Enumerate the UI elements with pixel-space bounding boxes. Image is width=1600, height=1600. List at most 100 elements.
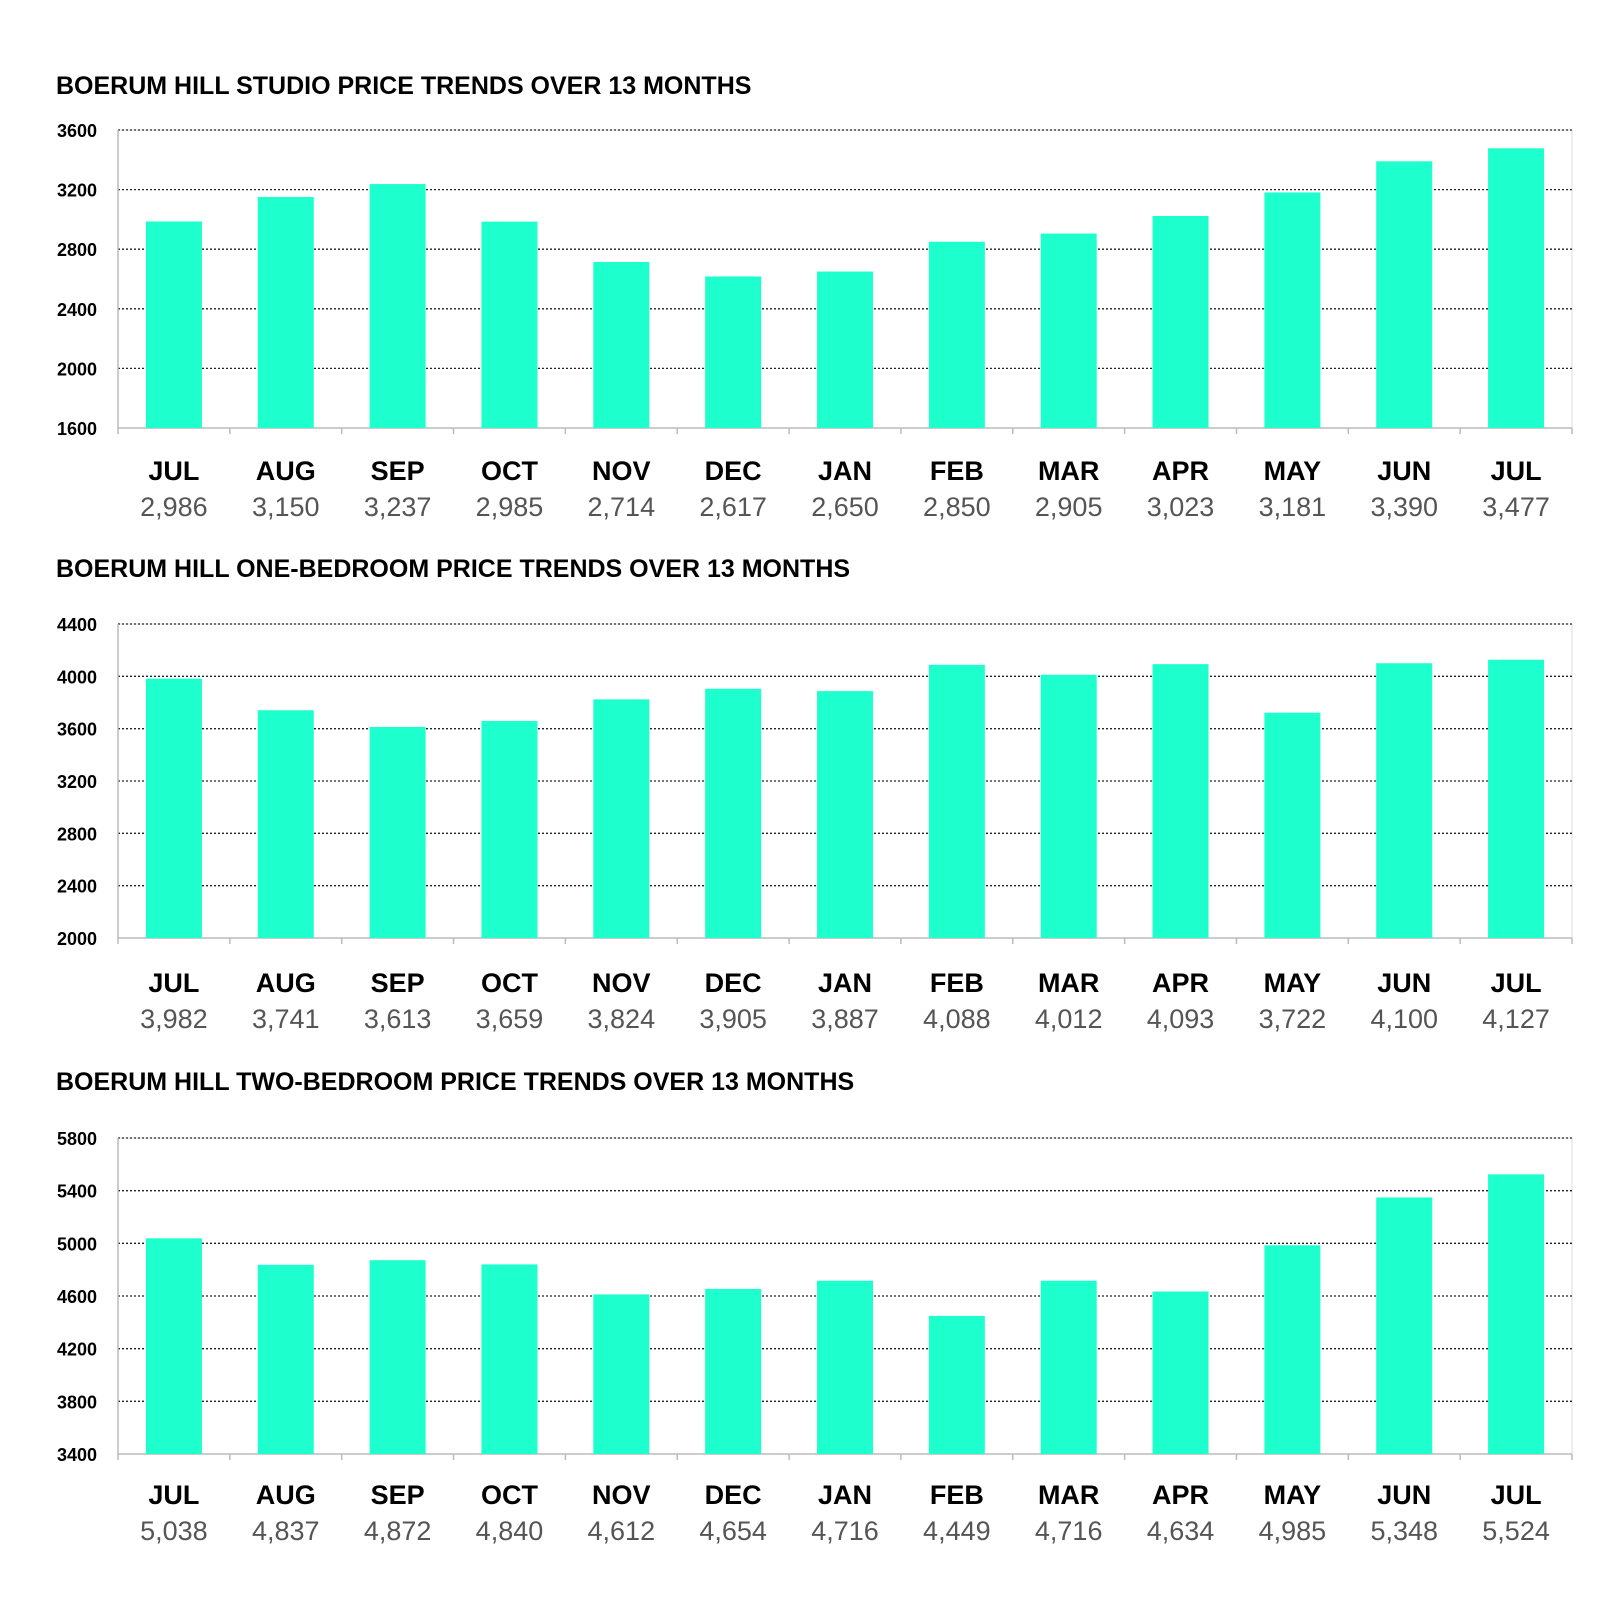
one-bedroom-category-label: NOV bbox=[592, 968, 651, 998]
one-bedroom-bar-may-10 bbox=[1264, 712, 1321, 938]
two-bedroom-value-label: 4,449 bbox=[923, 1516, 991, 1546]
one-bedroom-bar-nov-4 bbox=[593, 699, 650, 938]
two-bedroom-bar-jul-0 bbox=[145, 1238, 202, 1454]
studio-category-label: MAY bbox=[1264, 456, 1322, 486]
studio-category-label: SEP bbox=[371, 456, 425, 486]
studio-bar-nov-4 bbox=[593, 262, 650, 428]
one-bedroom-category-label: JUL bbox=[1491, 968, 1542, 998]
studio-category-label: MAR bbox=[1038, 456, 1100, 486]
two-bedroom-category-label: SEP bbox=[371, 1480, 425, 1510]
one-bedroom-value-label: 3,659 bbox=[476, 1004, 544, 1034]
two-bedroom-value-label: 4,612 bbox=[588, 1516, 656, 1546]
one-bedroom-category-label: DEC bbox=[705, 968, 762, 998]
two-bedroom-y-tick-label: 3800 bbox=[57, 1392, 97, 1412]
two-bedroom-value-label: 4,716 bbox=[1035, 1516, 1103, 1546]
two-bedroom-value-label: 4,634 bbox=[1147, 1516, 1215, 1546]
one-bedroom-chart-title: BOERUM HILL ONE-BEDROOM PRICE TRENDS OVE… bbox=[56, 555, 850, 583]
studio-bar-jul-12 bbox=[1488, 148, 1545, 428]
one-bedroom-value-label: 4,012 bbox=[1035, 1004, 1103, 1034]
one-bedroom-y-tick-label: 4400 bbox=[57, 615, 97, 635]
two-bedroom-y-tick-label: 5800 bbox=[57, 1129, 97, 1149]
one-bedroom-value-label: 4,093 bbox=[1147, 1004, 1215, 1034]
one-bedroom-bar-sep-2 bbox=[369, 726, 426, 938]
one-bedroom-bar-oct-3 bbox=[481, 720, 538, 938]
one-bedroom-bar-jan-6 bbox=[817, 691, 873, 938]
one-bedroom-category-label: MAR bbox=[1038, 968, 1100, 998]
one-bedroom-category-label: FEB bbox=[930, 968, 984, 998]
studio-y-tick-label: 2400 bbox=[57, 300, 97, 320]
one-bedroom-category-label: SEP bbox=[371, 968, 425, 998]
one-bedroom-bar-jul-12 bbox=[1488, 659, 1545, 938]
studio-bar-mar-8 bbox=[1040, 233, 1097, 428]
two-bedroom-category-label: DEC bbox=[705, 1480, 762, 1510]
two-bedroom-value-label: 5,038 bbox=[140, 1516, 208, 1546]
one-bedroom-value-label: 3,905 bbox=[699, 1004, 767, 1034]
studio-chart-title: BOERUM HILL STUDIO PRICE TRENDS OVER 13 … bbox=[56, 72, 751, 100]
one-bedroom-y-tick-label: 2400 bbox=[57, 877, 97, 897]
two-bedroom-value-label: 4,654 bbox=[699, 1516, 767, 1546]
one-bedroom-category-label: OCT bbox=[481, 968, 539, 998]
two-bedroom-value-label: 5,524 bbox=[1482, 1516, 1550, 1546]
two-bedroom-category-label: FEB bbox=[930, 1480, 984, 1510]
one-bedroom-value-label: 3,887 bbox=[811, 1004, 879, 1034]
studio-value-label: 2,986 bbox=[140, 492, 208, 522]
one-bedroom-value-label: 3,722 bbox=[1259, 1004, 1327, 1034]
studio-value-label: 2,985 bbox=[476, 492, 544, 522]
two-bedroom-bar-oct-3 bbox=[481, 1264, 538, 1454]
two-bedroom-category-label: MAY bbox=[1264, 1480, 1322, 1510]
studio-value-label: 2,650 bbox=[811, 492, 879, 522]
two-bedroom-category-label: NOV bbox=[592, 1480, 651, 1510]
two-bedroom-bar-nov-4 bbox=[593, 1294, 650, 1454]
studio-bar-jun-11 bbox=[1376, 161, 1433, 429]
two-bedroom-value-label: 5,348 bbox=[1370, 1516, 1438, 1546]
one-bedroom-y-tick-label: 2800 bbox=[57, 824, 97, 844]
studio-value-label: 2,905 bbox=[1035, 492, 1103, 522]
one-bedroom-category-label: JUL bbox=[148, 968, 199, 998]
one-bedroom-category-label: JUN bbox=[1377, 968, 1431, 998]
two-bedroom-y-tick-label: 5400 bbox=[57, 1182, 97, 1202]
two-bedroom-category-label: APR bbox=[1152, 1480, 1209, 1510]
one-bedroom-bar-jul-0 bbox=[145, 678, 202, 938]
one-bedroom-value-label: 3,824 bbox=[588, 1004, 656, 1034]
studio-bar-dec-5 bbox=[705, 276, 762, 428]
one-bedroom-value-label: 3,982 bbox=[140, 1004, 208, 1034]
studio-value-label: 3,023 bbox=[1147, 492, 1215, 522]
one-bedroom-y-tick-label: 3200 bbox=[57, 772, 97, 792]
studio-value-label: 3,237 bbox=[364, 492, 432, 522]
two-bedroom-bar-jan-6 bbox=[817, 1280, 873, 1454]
studio-value-label: 2,714 bbox=[588, 492, 656, 522]
studio-value-label: 3,477 bbox=[1482, 492, 1550, 522]
studio-y-tick-label: 2000 bbox=[57, 359, 97, 379]
two-bedroom-category-label: MAR bbox=[1038, 1480, 1100, 1510]
one-bedroom-value-label: 3,741 bbox=[252, 1004, 320, 1034]
two-bedroom-bar-aug-1 bbox=[257, 1264, 314, 1454]
two-bedroom-bar-mar-8 bbox=[1040, 1280, 1097, 1454]
two-bedroom-value-label: 4,985 bbox=[1259, 1516, 1327, 1546]
one-bedroom-bar-mar-8 bbox=[1040, 674, 1097, 938]
two-bedroom-category-label: OCT bbox=[481, 1480, 539, 1510]
studio-value-label: 2,850 bbox=[923, 492, 991, 522]
two-bedroom-value-label: 4,837 bbox=[252, 1516, 320, 1546]
two-bedroom-value-label: 4,716 bbox=[811, 1516, 879, 1546]
two-bedroom-category-label: AUG bbox=[256, 1480, 316, 1510]
two-bedroom-bar-dec-5 bbox=[705, 1288, 762, 1454]
studio-category-label: AUG bbox=[256, 456, 316, 486]
studio-category-label: NOV bbox=[592, 456, 651, 486]
studio-bar-jan-6 bbox=[817, 271, 873, 428]
two-bedroom-y-tick-label: 5000 bbox=[57, 1234, 97, 1254]
studio-bar-jul-0 bbox=[145, 221, 202, 428]
one-bedroom-category-label: MAY bbox=[1264, 968, 1322, 998]
one-bedroom-category-label: JAN bbox=[818, 968, 872, 998]
one-bedroom-bar-jun-11 bbox=[1376, 663, 1433, 938]
one-bedroom-value-label: 4,088 bbox=[923, 1004, 991, 1034]
studio-bar-feb-7 bbox=[928, 241, 985, 428]
two-bedroom-y-tick-label: 4600 bbox=[57, 1287, 97, 1307]
studio-bar-may-10 bbox=[1264, 192, 1321, 428]
one-bedroom-chart: BOERUM HILL ONE-BEDROOM PRICE TRENDS OVE… bbox=[56, 555, 1573, 1034]
one-bedroom-category-label: APR bbox=[1152, 968, 1209, 998]
two-bedroom-category-label: JUN bbox=[1377, 1480, 1431, 1510]
one-bedroom-bar-dec-5 bbox=[705, 688, 762, 938]
studio-category-label: APR bbox=[1152, 456, 1209, 486]
one-bedroom-y-tick-label: 4000 bbox=[57, 667, 97, 687]
